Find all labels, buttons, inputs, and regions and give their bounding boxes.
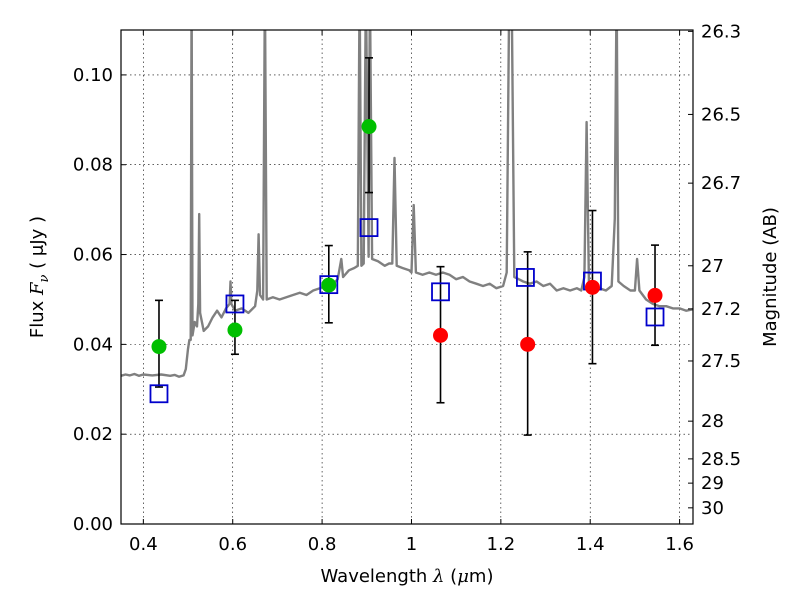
mag-tick-label: 26.5 xyxy=(701,104,741,125)
y-tick-label: 0.10 xyxy=(73,65,113,86)
model-square-marker xyxy=(359,218,379,238)
x-axis-title: Wavelength λ (μm) xyxy=(321,566,494,587)
model-spectrum xyxy=(121,30,693,378)
x-tick-label: 0.6 xyxy=(218,534,247,555)
x-tick-label: 1.4 xyxy=(576,534,605,555)
photometry-markers xyxy=(149,119,665,404)
y-tick-label: 0.04 xyxy=(73,334,113,355)
photometry-circle-marker xyxy=(321,277,337,293)
mag-tick-label: 29 xyxy=(701,473,724,494)
plot-background xyxy=(121,30,693,524)
photometry-circle-marker xyxy=(584,279,600,295)
x-tick-label: 1.2 xyxy=(487,534,516,555)
plot-frame xyxy=(120,29,694,525)
y-tick-label: 0.02 xyxy=(73,424,113,445)
mag-tick-label: 27.2 xyxy=(701,299,741,320)
axis-ticks: 0.4 0.6 0.8 1 1.2 1.4 1.6 0.00 0.02 0.04 0.06 0.08 0… xyxy=(73,21,741,555)
mag-tick-label: 27.5 xyxy=(701,351,741,372)
mag-tick-label: 27 xyxy=(701,256,724,277)
mag-tick-label: 28 xyxy=(701,411,724,432)
model-square-marker xyxy=(149,384,169,404)
photometry-circle-marker xyxy=(227,322,243,338)
photometry-circle-marker xyxy=(647,287,663,303)
y-tick-label: 0.00 xyxy=(73,514,113,535)
model-square-marker xyxy=(516,268,535,287)
photometry-circle-marker xyxy=(151,339,167,355)
y-tick-label: 0.06 xyxy=(73,245,113,266)
x-tick-label: 0.4 xyxy=(129,534,158,555)
photometry-circle-marker xyxy=(433,327,449,343)
mag-tick-label: 28.5 xyxy=(701,449,741,470)
y-tick-label: 0.08 xyxy=(73,155,113,176)
y2-axis-title: Magnitude (AB) xyxy=(760,207,781,347)
mag-tick-label: 26.7 xyxy=(701,173,741,194)
model-square-marker xyxy=(319,275,339,295)
model-square-marker xyxy=(225,294,245,314)
model-square-marker xyxy=(431,282,450,302)
photometry-circle-marker xyxy=(361,119,377,135)
model-square-marker xyxy=(645,307,665,327)
spectrum-line xyxy=(121,30,693,378)
x-tick-label: 1 xyxy=(406,534,417,555)
x-tick-label: 1.6 xyxy=(665,534,694,555)
mag-tick-label: 26.3 xyxy=(701,21,741,42)
x-tick-label: 0.8 xyxy=(308,534,337,555)
mag-tick-label: 30 xyxy=(701,498,724,519)
photometry-circle-marker xyxy=(520,336,536,352)
y-axis-title: Flux Fν ( μJy ) xyxy=(27,216,52,338)
